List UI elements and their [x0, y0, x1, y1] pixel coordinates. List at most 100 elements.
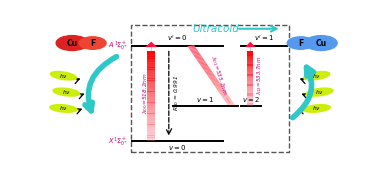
FancyArrow shape [203, 68, 211, 71]
FancyArrow shape [214, 83, 221, 85]
FancyArrow shape [147, 119, 155, 121]
FancyArrow shape [223, 98, 231, 100]
Ellipse shape [306, 88, 333, 96]
FancyArrow shape [192, 53, 200, 55]
FancyArrow shape [203, 67, 210, 70]
FancyArrow shape [247, 60, 254, 61]
FancyArrow shape [147, 93, 155, 95]
FancyArrow shape [247, 64, 254, 66]
FancyArrow shape [247, 63, 254, 65]
FancyArrow shape [247, 56, 254, 58]
FancyArrow shape [147, 101, 155, 103]
FancyArrow shape [247, 97, 254, 98]
FancyArrow shape [222, 95, 229, 98]
Ellipse shape [303, 105, 330, 112]
FancyArrow shape [247, 75, 254, 77]
Text: $\lambda_{12}$=533.7nm: $\lambda_{12}$=533.7nm [256, 56, 265, 95]
Text: $\lambda_{01}$=535.2nm: $\lambda_{01}$=535.2nm [208, 55, 229, 97]
FancyArrow shape [147, 113, 155, 115]
FancyArrow shape [218, 91, 226, 93]
FancyArrow shape [247, 103, 254, 105]
FancyArrow shape [247, 79, 254, 80]
FancyArrow shape [210, 78, 218, 81]
Text: $h\nu$: $h\nu$ [312, 104, 321, 112]
FancyArrow shape [247, 76, 254, 78]
FancyArrow shape [247, 51, 254, 52]
FancyArrow shape [245, 42, 256, 53]
FancyArrow shape [147, 64, 155, 66]
FancyArrow shape [247, 93, 254, 95]
FancyArrow shape [226, 102, 234, 104]
FancyArrow shape [247, 58, 254, 59]
FancyArrow shape [227, 103, 234, 105]
FancyArrow shape [247, 74, 254, 76]
FancyArrow shape [208, 75, 215, 77]
FancyArrow shape [209, 77, 217, 79]
FancyArrow shape [247, 62, 254, 64]
FancyArrow shape [147, 88, 155, 90]
FancyArrow shape [147, 60, 155, 62]
Ellipse shape [53, 88, 80, 96]
Text: $A\,^1\!\Sigma^+_{0^+}$: $A\,^1\!\Sigma^+_{0^+}$ [108, 39, 129, 52]
Bar [131, 25, 289, 152]
FancyArrow shape [219, 92, 227, 94]
FancyArrow shape [220, 93, 228, 95]
Text: $h\nu$: $h\nu$ [315, 88, 324, 96]
FancyArrow shape [147, 108, 155, 110]
FancyArrow shape [147, 110, 155, 112]
Text: $h\nu$: $h\nu$ [312, 72, 321, 80]
FancyArrow shape [247, 85, 254, 87]
FancyArrow shape [202, 66, 209, 68]
FancyArrow shape [147, 56, 155, 59]
FancyArrow shape [195, 56, 203, 59]
Text: $v'=0$: $v'=0$ [167, 33, 188, 43]
Text: $v'=1$: $v'=1$ [254, 33, 274, 43]
FancyArrow shape [197, 59, 204, 61]
Circle shape [305, 36, 337, 50]
FancyArrow shape [147, 78, 155, 81]
FancyArrow shape [147, 86, 155, 88]
FancyArrow shape [200, 64, 208, 66]
FancyArrow shape [247, 94, 254, 96]
Text: $X\,^1\!\Sigma^+_{0^+}$: $X\,^1\!\Sigma^+_{0^+}$ [108, 135, 129, 148]
FancyArrow shape [187, 45, 195, 47]
FancyArrow shape [147, 121, 155, 123]
FancyArrow shape [247, 88, 254, 89]
Text: F: F [90, 39, 95, 48]
FancyArrow shape [247, 72, 254, 73]
FancyArrow shape [147, 102, 155, 104]
FancyArrow shape [247, 81, 254, 82]
FancyArrow shape [198, 61, 206, 63]
FancyArrow shape [247, 70, 254, 71]
FancyArrow shape [247, 101, 254, 102]
FancyArrow shape [212, 81, 219, 83]
FancyArrow shape [147, 71, 155, 73]
FancyArrow shape [147, 67, 155, 70]
FancyArrow shape [147, 106, 155, 108]
Circle shape [56, 36, 88, 50]
FancyArrow shape [218, 89, 225, 92]
FancyArrow shape [247, 65, 254, 67]
FancyArrow shape [208, 76, 216, 78]
Text: Cu: Cu [316, 39, 327, 48]
FancyArrow shape [247, 91, 254, 92]
FancyArrow shape [247, 61, 254, 62]
FancyArrow shape [247, 69, 254, 70]
Text: $v=2$: $v=2$ [242, 95, 260, 104]
FancyArrow shape [247, 53, 254, 55]
FancyArrow shape [147, 55, 155, 57]
FancyArrow shape [211, 79, 218, 82]
FancyArrow shape [147, 51, 155, 53]
FancyArrow shape [247, 59, 254, 60]
FancyArrow shape [147, 73, 155, 75]
FancyArrow shape [147, 115, 155, 117]
FancyArrow shape [215, 86, 223, 88]
FancyArrow shape [147, 130, 155, 132]
FancyArrow shape [147, 124, 155, 127]
FancyArrow shape [193, 54, 201, 56]
FancyArrow shape [147, 137, 155, 139]
FancyArrow shape [247, 92, 254, 93]
FancyArrowPatch shape [85, 57, 116, 111]
FancyArrow shape [224, 99, 232, 101]
FancyArrow shape [147, 104, 155, 106]
